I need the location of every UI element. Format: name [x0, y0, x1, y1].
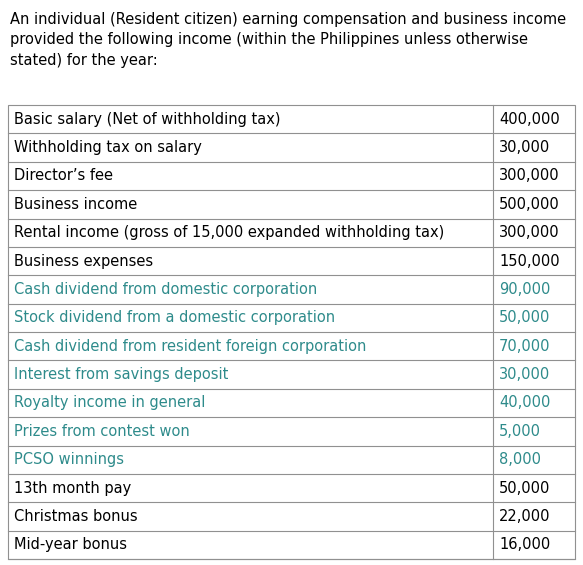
Text: Christmas bonus: Christmas bonus — [14, 509, 138, 524]
Text: 400,000: 400,000 — [499, 112, 560, 127]
Text: Withholding tax on salary: Withholding tax on salary — [14, 140, 202, 155]
Text: 500,000: 500,000 — [499, 197, 560, 212]
Text: Business income: Business income — [14, 197, 137, 212]
Text: Interest from savings deposit: Interest from savings deposit — [14, 367, 229, 382]
Text: 40,000: 40,000 — [499, 396, 550, 410]
Bar — [8, 105, 575, 559]
Text: 5,000: 5,000 — [499, 424, 541, 439]
Text: Mid-year bonus: Mid-year bonus — [14, 537, 127, 553]
Text: 50,000: 50,000 — [499, 481, 550, 496]
Text: An individual (Resident citizen) earning compensation and business income
provid: An individual (Resident citizen) earning… — [10, 12, 566, 68]
Text: Cash dividend from resident foreign corporation: Cash dividend from resident foreign corp… — [14, 338, 366, 354]
Text: Business expenses: Business expenses — [14, 254, 153, 268]
Text: 30,000: 30,000 — [499, 367, 550, 382]
Text: 30,000: 30,000 — [499, 140, 550, 155]
Text: 16,000: 16,000 — [499, 537, 550, 553]
Text: 300,000: 300,000 — [499, 168, 560, 184]
Text: 150,000: 150,000 — [499, 254, 560, 268]
Text: Prizes from contest won: Prizes from contest won — [14, 424, 189, 439]
Text: Stock dividend from a domestic corporation: Stock dividend from a domestic corporati… — [14, 310, 335, 325]
Text: 70,000: 70,000 — [499, 338, 550, 354]
Text: 90,000: 90,000 — [499, 282, 550, 297]
Text: 300,000: 300,000 — [499, 225, 560, 240]
Text: 22,000: 22,000 — [499, 509, 550, 524]
Text: Cash dividend from domestic corporation: Cash dividend from domestic corporation — [14, 282, 317, 297]
Text: 13th month pay: 13th month pay — [14, 481, 131, 496]
Text: Director’s fee: Director’s fee — [14, 168, 113, 184]
Text: Royalty income in general: Royalty income in general — [14, 396, 205, 410]
Text: Basic salary (Net of withholding tax): Basic salary (Net of withholding tax) — [14, 112, 280, 127]
Text: 50,000: 50,000 — [499, 310, 550, 325]
Text: PCSO winnings: PCSO winnings — [14, 452, 124, 467]
Text: 8,000: 8,000 — [499, 452, 541, 467]
Text: Rental income (gross of 15,000 expanded withholding tax): Rental income (gross of 15,000 expanded … — [14, 225, 444, 240]
